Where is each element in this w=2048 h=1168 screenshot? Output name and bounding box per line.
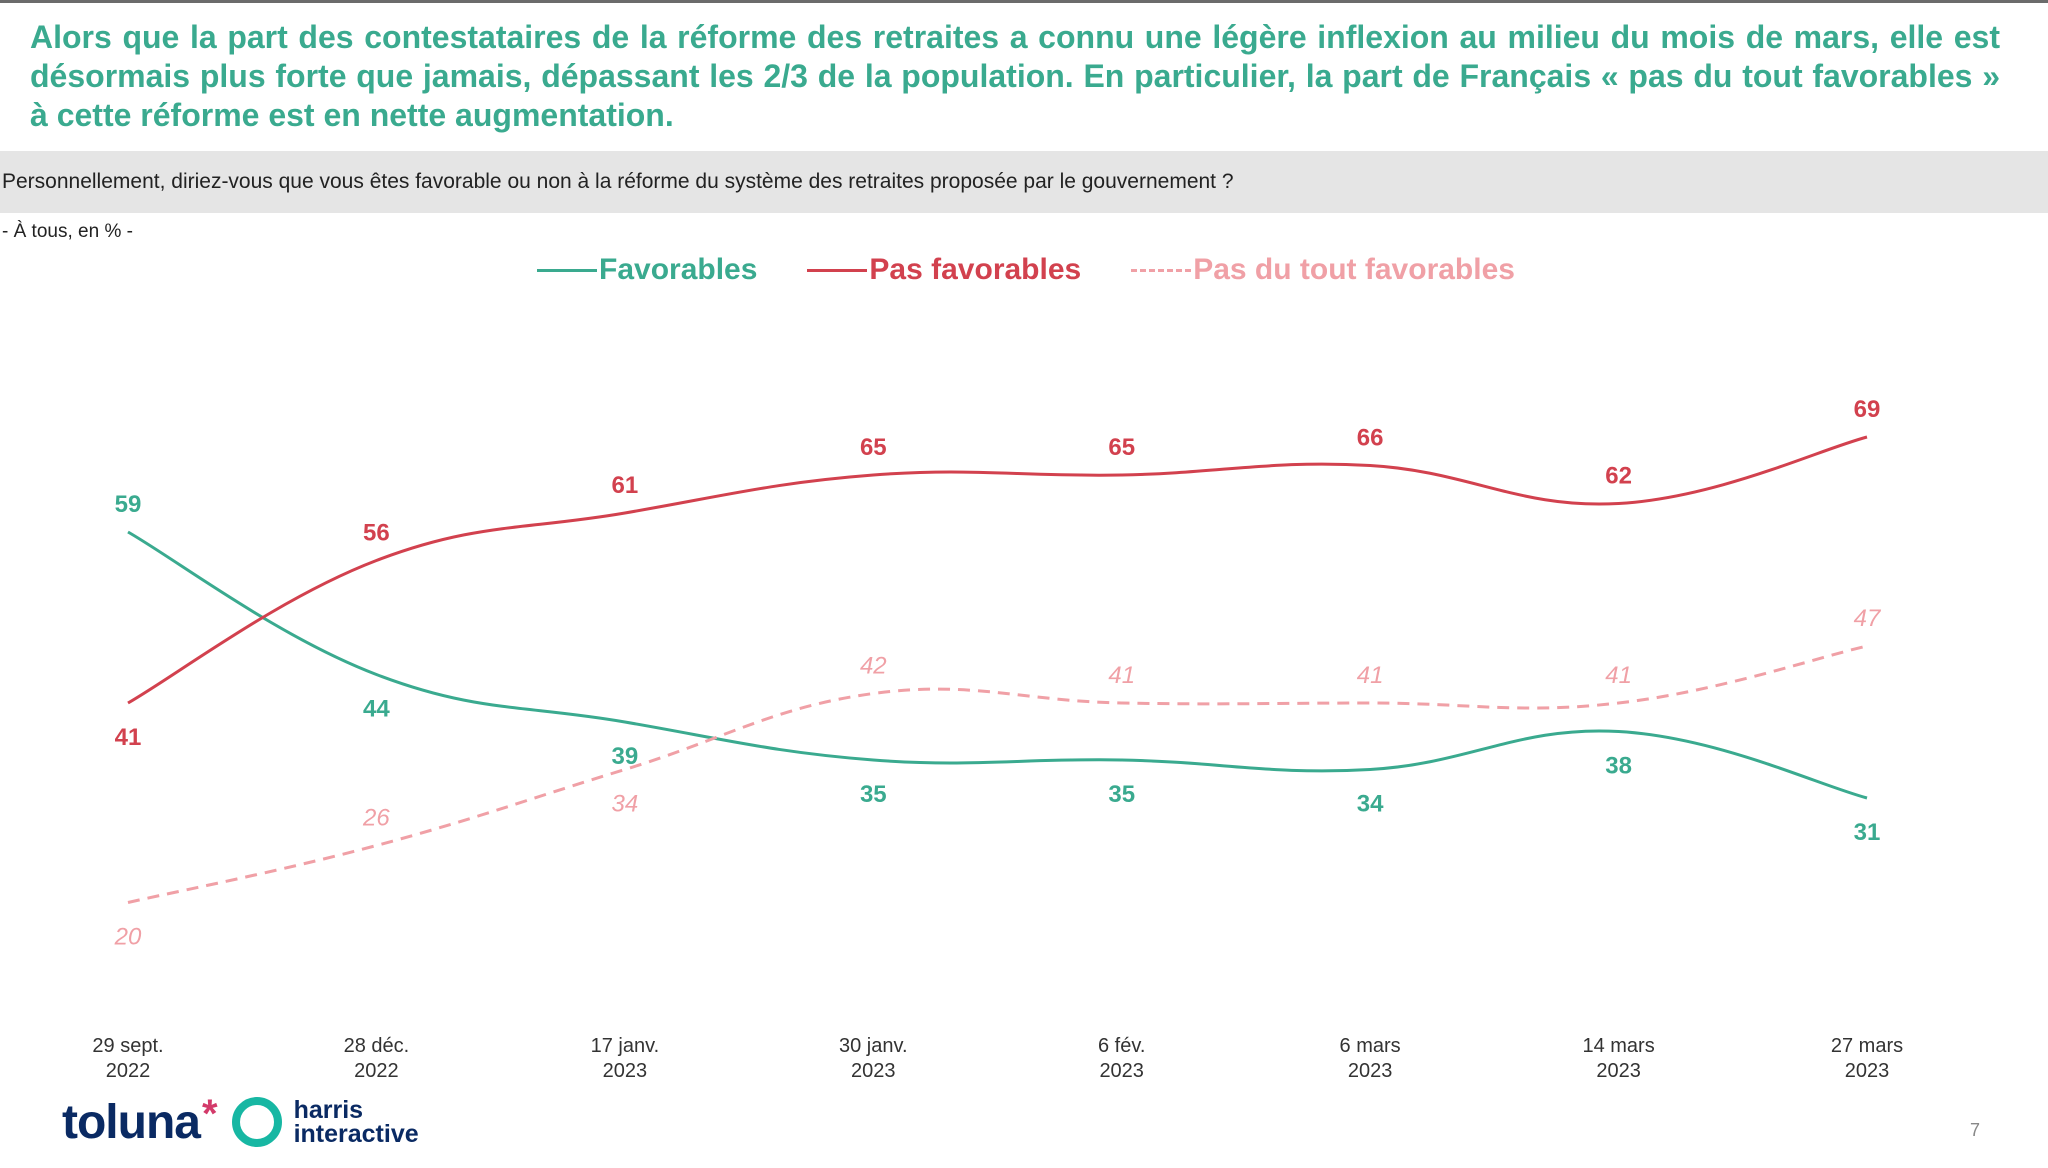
top-rule <box>0 0 2048 3</box>
x-tick-label: 6 fév. <box>1098 1035 1145 1057</box>
data-label-pas-favorables: 41 <box>115 724 142 751</box>
data-label-favorables: 35 <box>860 781 887 808</box>
data-label-favorables: 34 <box>1357 791 1384 818</box>
x-tick-label: 2023 <box>603 1060 648 1082</box>
data-label-favorables: 44 <box>363 696 390 723</box>
harris-logo-line2: interactive <box>293 1120 419 1148</box>
data-label-favorables: 31 <box>1854 819 1881 846</box>
legend-swatch-favorables <box>537 268 597 272</box>
series-line-pas-favorables <box>127 435 1868 705</box>
headline: Alors que la part des contestataires de … <box>30 19 2000 133</box>
data-label-pas-du-tout-favorables: 34 <box>612 791 639 818</box>
harris-logo-line1: harris <box>293 1096 364 1124</box>
data-label-pas-du-tout-favorables: 26 <box>362 805 390 832</box>
question-band <box>0 151 2048 213</box>
legend-label-pas-du-tout-favorables: Pas du tout favorables <box>1193 253 1515 286</box>
legend-item-favorables: Favorables <box>537 253 757 287</box>
x-tick-label: 27 mars <box>1831 1035 1903 1057</box>
data-label-pas-favorables: 65 <box>860 434 887 461</box>
page-number: 7 <box>1970 1120 1981 1140</box>
x-tick-label: 2023 <box>1845 1060 1890 1082</box>
x-tick-label: 2023 <box>1099 1060 1144 1082</box>
base-note: - À tous, en % - <box>2 221 133 242</box>
x-tick-label: 2022 <box>106 1060 151 1082</box>
legend-label-pas-favorables: Pas favorables <box>869 253 1082 286</box>
harris-interactive-logo: harris interactive <box>293 1096 419 1148</box>
data-label-pas-favorables: 61 <box>612 472 639 499</box>
x-tick-label: 2023 <box>851 1060 896 1082</box>
data-label-pas-du-tout-favorables: 47 <box>1854 605 1882 632</box>
data-label-pas-favorables: 56 <box>363 520 390 547</box>
series-line-favorables <box>127 530 1868 800</box>
asterisk-icon: * <box>201 1091 218 1136</box>
data-label-pas-favorables: 66 <box>1357 425 1384 452</box>
data-label-pas-favorables: 65 <box>1108 434 1135 461</box>
data-label-pas-favorables: 69 <box>1854 396 1881 423</box>
data-label-favorables: 59 <box>115 491 142 518</box>
survey-question: Personnellement, diriez-vous que vous êt… <box>2 170 1234 193</box>
x-tick-label: 2022 <box>354 1060 399 1082</box>
toluna-logo: toluna <box>62 1095 201 1149</box>
harris-ring-icon <box>231 1097 282 1147</box>
x-tick-label: 2023 <box>1348 1060 1393 1082</box>
data-label-pas-du-tout-favorables: 41 <box>1605 662 1632 689</box>
data-label-pas-du-tout-favorables: 41 <box>1357 662 1384 689</box>
chart-legend: Favorables Pas favorables Pas du tout fa… <box>537 250 1565 290</box>
legend-label-favorables: Favorables <box>599 253 758 286</box>
data-label-pas-du-tout-favorables: 42 <box>860 653 887 680</box>
legend-swatch-pas-du-tout-favorables <box>1131 268 1192 272</box>
data-label-pas-du-tout-favorables: 20 <box>114 924 142 951</box>
legend-swatch-pas-favorables <box>807 268 868 272</box>
x-tick-label: 30 janv. <box>839 1035 908 1057</box>
data-label-favorables: 38 <box>1605 753 1632 780</box>
x-tick-label: 17 janv. <box>591 1035 660 1057</box>
x-tick-label: 6 mars <box>1340 1035 1401 1057</box>
x-tick-label: 14 mars <box>1582 1035 1654 1057</box>
footer-logos: toluna * harris interactive <box>62 1092 419 1152</box>
data-label-pas-favorables: 62 <box>1605 463 1632 490</box>
legend-item-pas-favorables: Pas favorables <box>807 253 1081 287</box>
data-label-favorables: 35 <box>1108 781 1135 808</box>
x-tick-label: 2023 <box>1596 1060 1641 1082</box>
x-tick-label: 29 sept. <box>92 1035 163 1057</box>
legend-item-pas-du-tout-favorables: Pas du tout favorables <box>1131 253 1515 287</box>
data-label-pas-du-tout-favorables: 41 <box>1108 662 1135 689</box>
x-tick-label: 28 déc. <box>344 1035 410 1057</box>
